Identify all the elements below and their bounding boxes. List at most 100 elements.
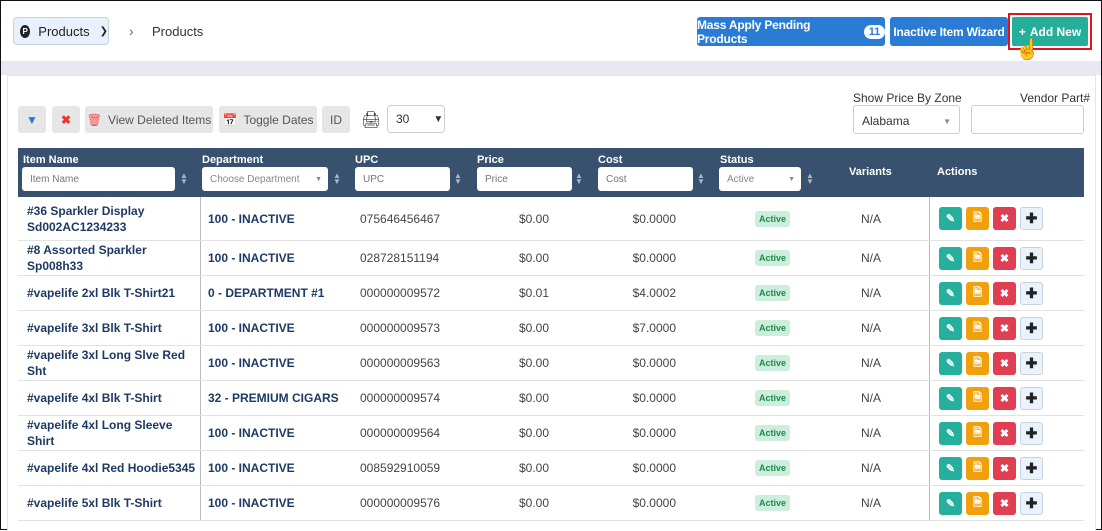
filter-button[interactable]: ▼ (18, 106, 46, 133)
col-cost[interactable]: Cost (598, 154, 623, 166)
department-filter[interactable]: Choose Department ▼ (202, 167, 328, 191)
document-button[interactable]: 🗎 (966, 421, 989, 445)
status-cell: Active (755, 346, 791, 380)
department-filter-value: Choose Department (210, 173, 300, 185)
sort-icon[interactable]: ▲ ▼ (180, 171, 188, 186)
delete-button[interactable]: ✖ (993, 246, 1016, 270)
add-variant-button[interactable]: ✚ (1020, 386, 1043, 410)
document-button[interactable]: 🗎 (966, 207, 989, 230)
edit-button[interactable]: ✎ (939, 316, 962, 340)
plus-icon: ✚ (1025, 424, 1038, 441)
item-name[interactable]: #vapelife 4xl Long Sleeve Shirt (27, 418, 173, 448)
department: 100 - INACTIVE (200, 241, 351, 275)
document-icon: 🗎 (973, 496, 982, 509)
col-status[interactable]: Status (720, 154, 754, 166)
item-name[interactable]: #vapelife 4xl Blk T-Shirt (27, 391, 162, 405)
zone-select[interactable]: Alabama ▼ (853, 105, 960, 134)
delete-button[interactable]: ✖ (993, 316, 1016, 340)
edit-button[interactable]: ✎ (939, 281, 962, 305)
col-variants: Variants (849, 166, 892, 178)
cost-filter[interactable] (598, 167, 693, 191)
add-variant-button[interactable]: ✚ (1020, 316, 1043, 340)
plus-icon: ✚ (1025, 210, 1038, 226)
delete-button[interactable]: ✖ (993, 207, 1016, 230)
per-page-select[interactable]: 30 ▼ (387, 105, 445, 133)
department: 100 - INACTIVE (200, 451, 351, 485)
clear-filter-button[interactable]: ✖ (52, 106, 80, 133)
document-button[interactable]: 🗎 (966, 316, 989, 340)
variants: N/A (861, 321, 882, 335)
price-filter[interactable] (477, 167, 572, 191)
inactive-item-wizard-button[interactable]: Inactive Item Wizard (890, 17, 1008, 46)
item-name[interactable]: #vapelife 2xl Blk T-Shirt21 (27, 286, 176, 300)
status-filter[interactable]: Active ▼ (719, 167, 801, 191)
col-department[interactable]: Department (202, 154, 264, 166)
document-button[interactable]: 🗎 (966, 491, 989, 515)
status-cell: Active (755, 381, 791, 415)
add-variant-button[interactable]: ✚ (1020, 456, 1043, 480)
add-variant-button[interactable]: ✚ (1020, 246, 1043, 270)
add-variant-button[interactable]: ✚ (1020, 351, 1043, 375)
price: $0.00 (518, 251, 549, 265)
add-variant-button[interactable]: ✚ (1020, 281, 1043, 305)
delete-button[interactable]: ✖ (993, 386, 1016, 410)
edit-button[interactable]: ✎ (939, 421, 962, 445)
table-body: #36 Sparkler Display Sd002AC1234233 100 … (18, 197, 1084, 521)
sort-icon[interactable]: ▲ ▼ (575, 171, 583, 186)
add-new-button[interactable]: + Add New (1012, 17, 1088, 46)
edit-button[interactable]: ✎ (939, 456, 962, 480)
add-variant-button[interactable]: ✚ (1020, 421, 1043, 445)
plus-icon: ✚ (1025, 319, 1038, 336)
item-name[interactable]: #36 Sparkler Display Sd002AC1234233 (27, 203, 145, 234)
document-button[interactable]: 🗎 (966, 351, 989, 375)
item-name[interactable]: #vapelife 3xl Blk T-Shirt (27, 321, 162, 335)
document-button[interactable]: 🗎 (966, 246, 989, 270)
status-cell: Active (755, 197, 791, 240)
cost: $0.0000 (632, 251, 676, 265)
col-item-name[interactable]: Item Name (23, 154, 79, 166)
add-variant-button[interactable]: ✚ (1020, 207, 1043, 230)
col-upc[interactable]: UPC (355, 154, 379, 166)
edit-button[interactable]: ✎ (939, 351, 962, 375)
variants: N/A (861, 496, 882, 510)
col-price[interactable]: Price (477, 154, 504, 166)
toggle-dates-button[interactable]: 📅 Toggle Dates (219, 106, 317, 133)
delete-button[interactable]: ✖ (993, 351, 1016, 375)
chevron-down-icon: ▼ (433, 113, 444, 125)
add-variant-button[interactable]: ✚ (1020, 491, 1043, 515)
upc-filter[interactable] (355, 167, 450, 191)
item-name[interactable]: #vapelife 4xl Red Hoodie5345 (27, 461, 196, 475)
actions-cell: ✎ 🗎 ✖ ✚ (929, 451, 1043, 485)
edit-button[interactable]: ✎ (939, 246, 962, 270)
edit-button[interactable]: ✎ (939, 386, 962, 410)
item-name[interactable]: #vapelife 5xl Blk T-Shirt (27, 496, 162, 510)
delete-button[interactable]: ✖ (993, 491, 1016, 515)
sort-icon[interactable]: ▲ ▼ (697, 171, 705, 186)
delete-button[interactable]: ✖ (993, 281, 1016, 305)
sort-icon[interactable]: ▲ ▼ (333, 171, 341, 186)
view-deleted-button[interactable]: 🗑 View Deleted Items (85, 106, 213, 133)
table-row: #vapelife 2xl Blk T-Shirt21 0 - DEPARTME… (18, 276, 1084, 311)
sort-icon[interactable]: ▲ ▼ (454, 171, 462, 186)
status-badge: Active (755, 320, 791, 336)
document-button[interactable]: 🗎 (966, 456, 989, 480)
edit-button[interactable]: ✎ (939, 491, 962, 515)
module-dropdown[interactable]: P Products ❯ (13, 17, 109, 45)
document-icon: 🗎 (973, 356, 982, 369)
vendor-part-input[interactable] (971, 105, 1084, 134)
item-name[interactable]: #8 Assorted Sparkler Sp008h33 (27, 243, 147, 273)
item-name-filter[interactable] (22, 167, 175, 191)
edit-button[interactable]: ✎ (939, 207, 962, 230)
status-cell: Active (755, 276, 791, 310)
id-button[interactable]: ID (322, 106, 350, 133)
document-button[interactable]: 🗎 (966, 386, 989, 410)
delete-button[interactable]: ✖ (993, 421, 1016, 445)
variants: N/A (861, 426, 882, 440)
print-icon[interactable]: 🖨 (361, 112, 382, 129)
delete-button[interactable]: ✖ (993, 456, 1016, 480)
sort-icon[interactable]: ▲ ▼ (806, 171, 814, 186)
mass-apply-button[interactable]: Mass Apply Pending Products 11 (697, 17, 885, 46)
upc: 000000009572 (360, 286, 441, 300)
item-name[interactable]: #vapelife 3xl Long Slve Red Sht (27, 348, 186, 378)
document-button[interactable]: 🗎 (966, 281, 989, 305)
